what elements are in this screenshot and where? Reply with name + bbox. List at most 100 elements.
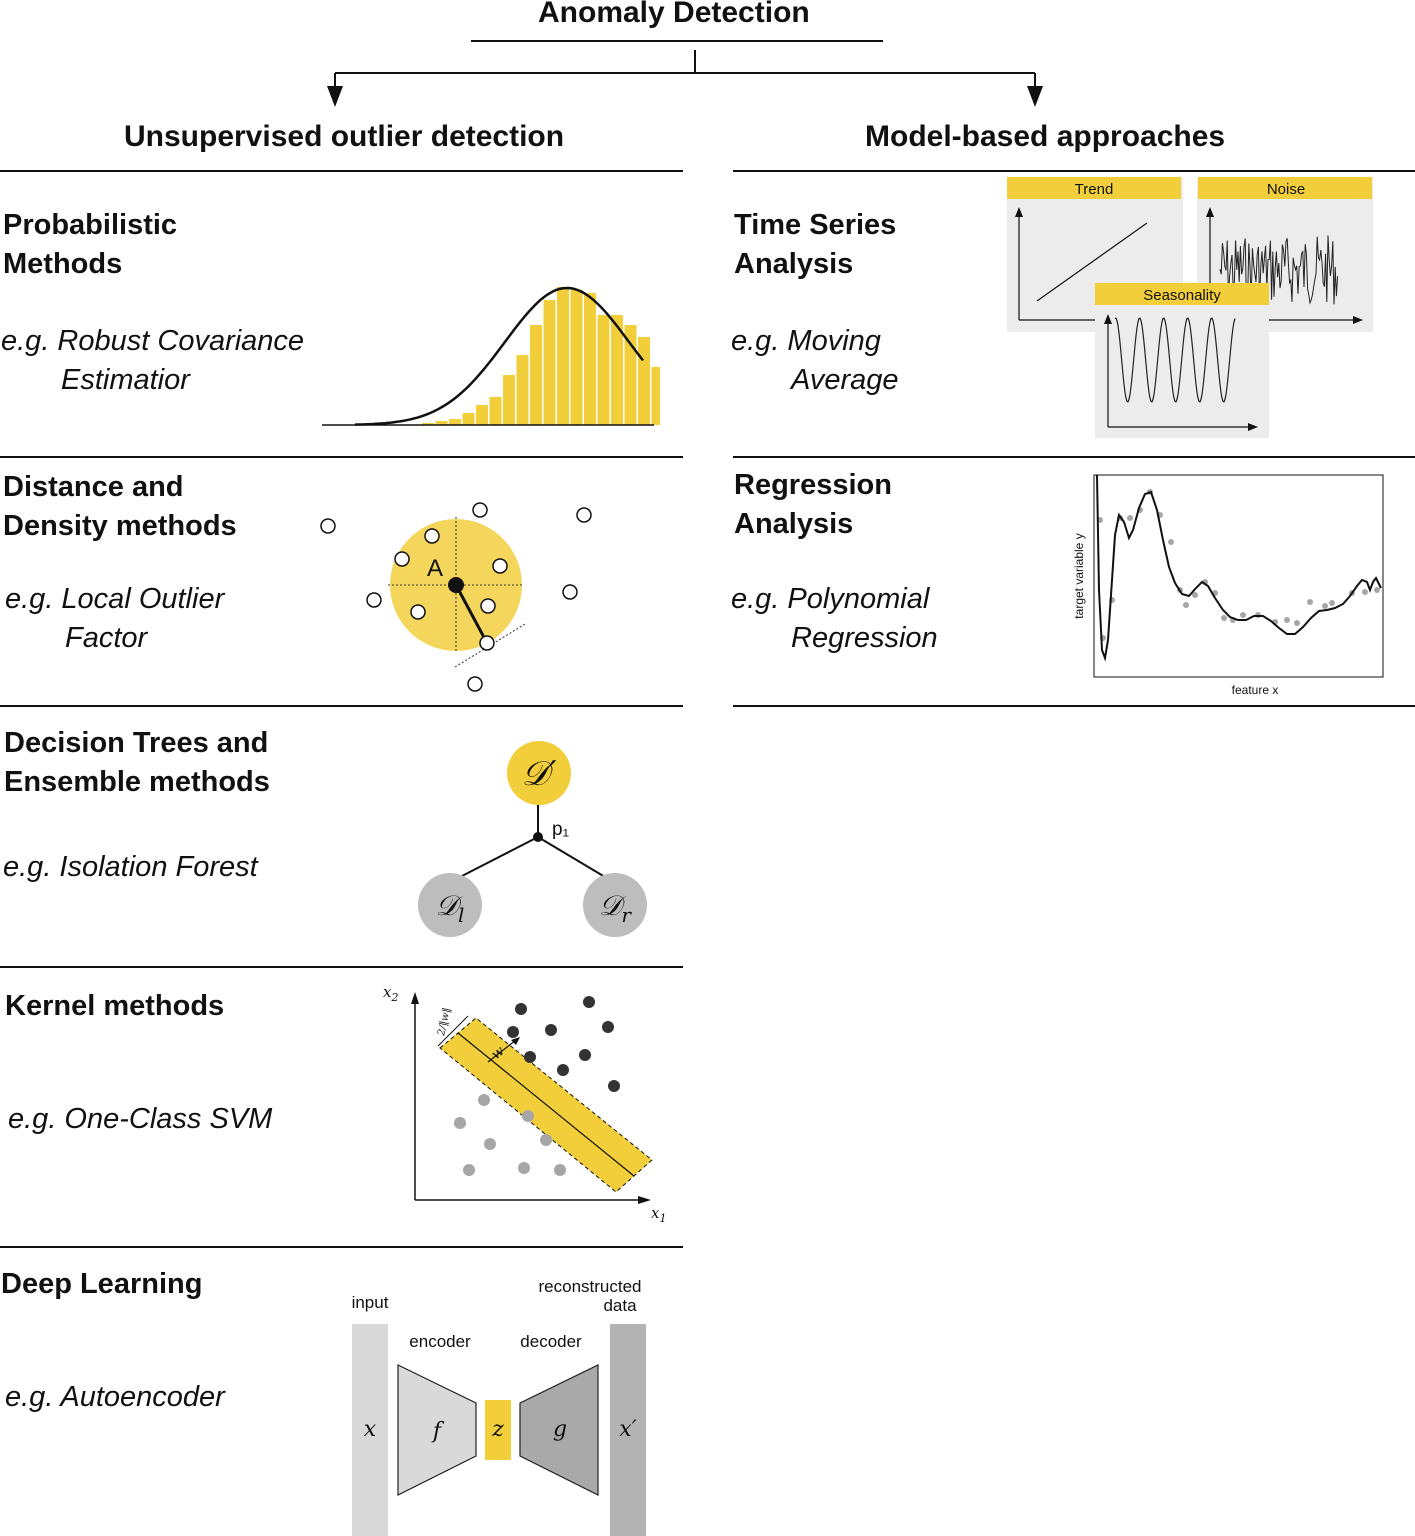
section-title-distance-density: Distance and Density methods [3,468,237,546]
histogram-bar [462,413,475,425]
data-point [492,558,508,574]
histogram-bar [557,287,569,425]
example-one-class-svm: e.g. One-Class SVM [8,1100,272,1139]
title-underline [471,40,883,42]
svm-figure: x2 x1 w 2/‖w‖ [383,983,666,1225]
histogram-bar [651,367,660,425]
section-title-time-series: Time Series Analysis [734,206,896,284]
point-a [448,577,464,593]
left-arrow-head [327,86,343,107]
histogram-bar [489,397,502,425]
regression-point [1322,603,1328,609]
section-title-line: Ensemble methods [4,766,270,798]
regression-point [1374,587,1380,593]
data-point [562,584,578,600]
histogram-bar [503,375,515,425]
point-a-label: A [427,555,443,582]
section-title-line: Probabilistic [3,209,178,241]
data-point [320,518,336,534]
density-figure: A [320,502,592,692]
histogram-bar [516,355,529,425]
seasonality-header [1095,283,1269,305]
encoder-block [397,1364,477,1496]
regression-xlabel: feature x [1232,683,1279,697]
left-leaf-node [418,873,482,937]
margin-label: 2/‖w‖ [436,1007,453,1038]
left-divider [0,170,683,172]
root-node-label: 𝒟′ [522,754,557,794]
section-title-probabilistic: Probabilistic Methods [3,206,177,284]
example-line: e.g. Isolation Forest [3,851,258,883]
example-local-outlier-factor: e.g. Local Outlier Factor [5,580,224,658]
timeseries-figure: Trend Noise Seasonality [1007,177,1373,438]
histogram-bar [611,315,623,425]
right-divider [733,705,1415,707]
example-line: Factor [65,622,148,654]
data-point [480,598,496,614]
page-title: Anomaly Detection [538,0,810,29]
g-symbol: g [553,1417,567,1442]
trend-header [1007,177,1181,199]
regression-point [1221,615,1227,621]
histogram-bar [543,300,556,425]
example-robust-covariance: e.g. Robust Covariance Estimatior [1,322,304,400]
right-divider [733,456,1415,458]
trend-label: Trend [1075,181,1114,198]
section-title-line: Time Series [734,209,897,241]
latent-block [485,1400,511,1460]
bell-curve [354,286,644,426]
regression-point [1329,600,1335,606]
input-label: input [352,1293,389,1312]
section-title-line: Kernel methods [5,990,225,1022]
reach-distance-line [454,584,489,644]
data-point [576,507,592,523]
data-point [479,635,495,651]
regression-curve [1096,474,1382,662]
data-point [366,592,382,608]
root-node [507,741,571,805]
input-block [352,1324,388,1536]
section-title-line: Distance and [3,471,184,503]
x-prime-symbol: x′ [619,1417,636,1442]
histogram-bar [570,290,583,425]
left-divider [0,456,683,458]
left-divider [0,705,683,707]
noise-line [1219,235,1339,305]
regression-point [1192,592,1198,598]
section-title-regression: Regression Analysis [734,466,892,544]
regression-point [1168,539,1174,545]
example-line: e.g. Robust Covariance [1,325,305,357]
example-line: e.g. One-Class SVM [8,1103,273,1135]
output-label: reconstructed [539,1277,642,1296]
section-title-line: Deep Learning [1,1268,203,1300]
output-label: data [603,1296,637,1315]
decoder-block [519,1364,599,1496]
split-node [533,832,543,842]
y-axis-label: x2 [383,983,398,1004]
right-column-title: Model-based approaches [865,120,1226,153]
example-moving-average: e.g. Moving Average [731,322,899,400]
seasonality-line [1114,317,1236,403]
decision-boundary [457,1032,635,1177]
example-line: Average [791,364,899,396]
data-point [467,676,483,692]
x-symbol: x [364,1417,377,1442]
seasonality-label: Seasonality [1143,287,1221,304]
left-divider [0,966,683,968]
section-title-line: Decision Trees and [4,727,269,759]
data-point [472,502,488,518]
noise-header [1198,177,1372,199]
histogram-bar [597,315,610,425]
section-title-line: Analysis [734,248,854,280]
autoencoder-figure: input reconstructed data encoder decoder… [352,1277,646,1536]
right-arrow-head [1027,86,1043,107]
section-title-line: Regression [734,469,892,501]
example-line: e.g. Local Outlier [5,583,225,615]
noise-label: Noise [1267,181,1305,198]
left-divider [0,1246,683,1248]
section-title-kernel: Kernel methods [5,987,224,1026]
histogram-bar [435,421,448,425]
tree-figure: 𝒟′ p₁ 𝒟l 𝒟r [418,741,647,937]
regression-point [1362,589,1368,595]
section-title-line: Methods [3,248,123,280]
